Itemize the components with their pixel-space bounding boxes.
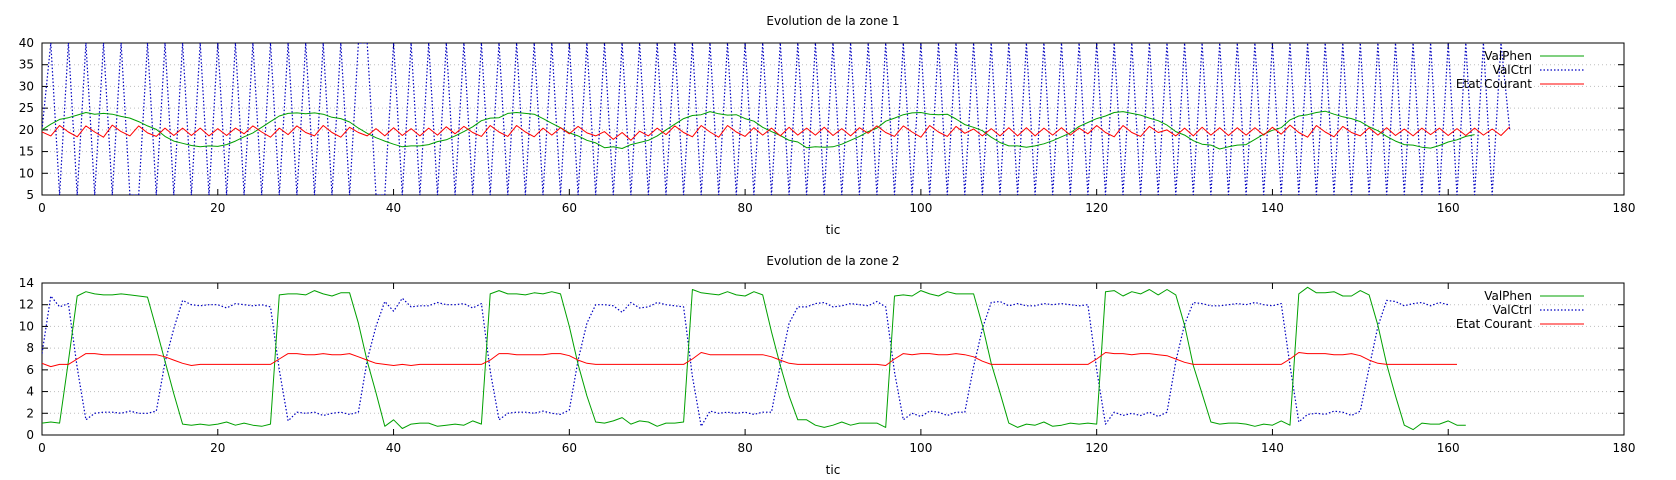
x-tick-label: 20 [210,201,225,215]
x-tick-label: 100 [909,441,932,455]
x-tick-label: 180 [1613,201,1636,215]
x-tick-label: 140 [1261,441,1284,455]
y-tick-label: 35 [19,58,34,72]
chart-title: Evolution de la zone 1 [766,14,899,28]
legend-label: ValPhen [1484,49,1532,63]
x-tick-label: 20 [210,441,225,455]
y-tick-label: 6 [26,363,34,377]
x-tick-label: 120 [1085,201,1108,215]
x-tick-label: 160 [1437,441,1460,455]
series-line-etat-courant [42,352,1457,368]
x-axis-label: tic [826,463,841,477]
legend-label: Etat Courant [1456,317,1532,331]
chart-panel-1: Evolution de la zone 1 5 10 15 20 25 30 35 40 0 20… [19,14,1636,237]
chart-title: Evolution de la zone 2 [766,254,899,268]
y-tick-label: 2 [26,406,34,420]
y-tick-label: 10 [19,166,34,180]
x-tick-label: 60 [562,441,577,455]
y-tick-label: 20 [19,123,34,137]
x-tick-label: 100 [909,201,932,215]
plot-frame [41,42,1625,196]
x-tick-label: 140 [1261,201,1284,215]
x-tick-label: 80 [737,201,752,215]
y-tick-label: 14 [19,276,34,290]
y-tick-label: 5 [26,188,34,202]
x-tick-label: 40 [386,201,401,215]
series-line-valphen [42,110,1475,150]
legend-label: ValCtrl [1493,303,1532,317]
y-tick-label: 4 [26,385,34,399]
series-line-valctrl [42,295,1449,427]
x-tick-label: 60 [562,201,577,215]
x-tick-label: 40 [386,441,401,455]
x-tick-label: 80 [737,441,752,455]
y-tick-label: 30 [19,79,34,93]
y-tick-label: 10 [19,319,34,333]
series-line-valctrl [42,43,1511,195]
y-tick-label: 40 [19,36,34,50]
legend-label: ValPhen [1484,289,1532,303]
y-tick-label: 8 [26,341,34,355]
series-line-valphen [42,286,1466,431]
y-tick-label: 15 [19,145,34,159]
x-tick-label: 160 [1437,201,1460,215]
y-tick-label: 25 [19,101,34,115]
plot-frame [41,282,1625,436]
x-tick-label: 0 [38,441,46,455]
y-tick-label: 12 [19,298,34,312]
legend-label: Etat Courant [1456,77,1532,91]
legend-label: ValCtrl [1493,63,1532,77]
y-tick-label: 0 [26,428,34,442]
x-tick-label: 120 [1085,441,1108,455]
series-line-etat-courant [42,124,1511,141]
x-axis-label: tic [826,223,841,237]
x-tick-label: 0 [38,201,46,215]
x-tick-label: 180 [1613,441,1636,455]
